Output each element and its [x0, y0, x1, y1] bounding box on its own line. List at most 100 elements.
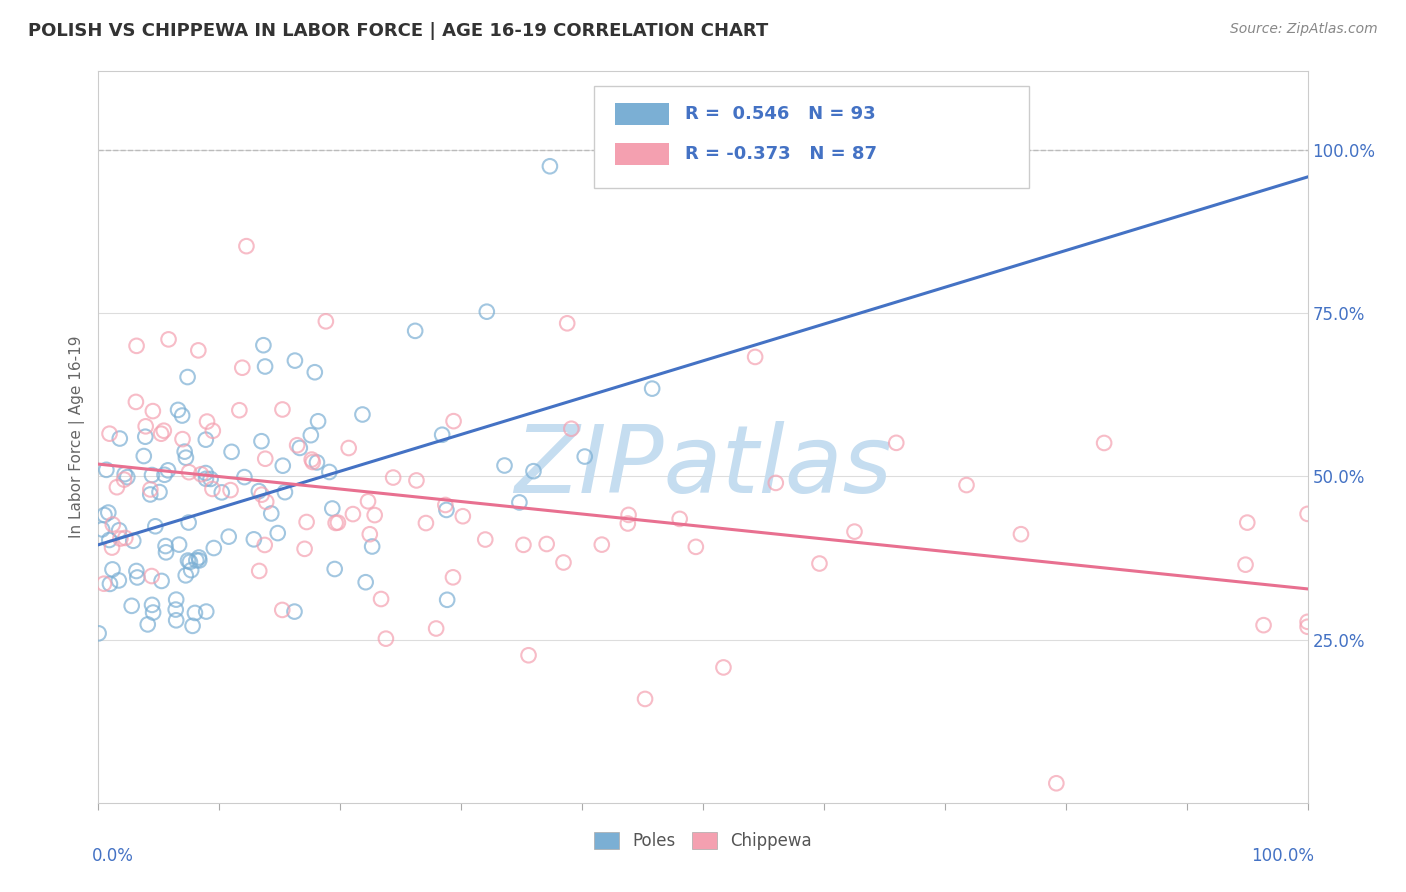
Point [274, 485, 297, 500]
Point [357, 494, 380, 508]
Text: ZIPatlas: ZIPatlas [515, 421, 891, 512]
Point [98, 577, 121, 591]
Point [253, 538, 276, 552]
Point [188, 550, 211, 565]
Point [321, 501, 343, 516]
FancyBboxPatch shape [595, 86, 1029, 188]
Point [98, 426, 121, 441]
Point [200, 472, 222, 486]
FancyBboxPatch shape [614, 103, 669, 125]
Point [211, 485, 233, 500]
Point [536, 537, 558, 551]
Point [136, 617, 159, 632]
Point [522, 464, 544, 478]
Point [125, 395, 148, 409]
Point [370, 592, 392, 607]
Point [141, 468, 163, 483]
Point [91, 523, 114, 537]
Point [538, 159, 561, 173]
Point [101, 541, 124, 555]
Point [194, 466, 217, 480]
Point [1092, 436, 1115, 450]
Point [188, 553, 211, 567]
Point [165, 602, 187, 616]
Point [301, 452, 323, 467]
Point [252, 338, 274, 352]
Point [134, 430, 156, 444]
Point [325, 516, 347, 530]
Point [173, 444, 195, 458]
Point [97, 506, 120, 520]
Point [141, 569, 163, 583]
Point [139, 483, 162, 497]
Y-axis label: In Labor Force | Age 16-19: In Labor Force | Age 16-19 [69, 335, 86, 539]
Point [96, 463, 118, 477]
Point [125, 339, 148, 353]
Point [231, 360, 253, 375]
Text: POLISH VS CHIPPEWA IN LABOR FORCE | AGE 16-19 CORRELATION CHART: POLISH VS CHIPPEWA IN LABOR FORCE | AGE … [28, 22, 768, 40]
Point [361, 540, 384, 554]
Point [179, 555, 201, 569]
Point [105, 480, 128, 494]
Point [142, 606, 165, 620]
Point [1296, 615, 1319, 629]
Point [685, 540, 707, 554]
Point [254, 451, 277, 466]
Point [512, 538, 534, 552]
Point [180, 563, 202, 577]
Point [157, 332, 180, 346]
Point [150, 574, 173, 588]
Point [352, 408, 374, 422]
Point [143, 519, 166, 533]
Point [165, 613, 187, 627]
Point [127, 570, 149, 584]
Point [955, 478, 977, 492]
Point [117, 470, 139, 484]
Point [474, 533, 496, 547]
Point [114, 467, 136, 482]
Point [304, 365, 326, 379]
Point [228, 403, 250, 417]
Point [641, 382, 664, 396]
Point [617, 516, 640, 531]
Point [713, 660, 735, 674]
Point [294, 541, 316, 556]
Point [1296, 620, 1319, 634]
Point [451, 509, 474, 524]
Point [184, 606, 207, 620]
Point [174, 568, 197, 582]
Point [141, 598, 163, 612]
Point [337, 441, 360, 455]
Point [441, 570, 464, 584]
Point [112, 473, 135, 487]
Point [844, 524, 866, 539]
Point [1236, 516, 1258, 530]
Point [125, 564, 148, 578]
Point [430, 427, 453, 442]
Point [560, 422, 582, 436]
Point [219, 483, 242, 497]
Point [1234, 558, 1257, 572]
Point [1296, 507, 1319, 521]
Point [108, 523, 131, 537]
Point [195, 415, 218, 429]
Point [98, 533, 121, 547]
Point [475, 304, 498, 318]
Point [165, 592, 187, 607]
Point [176, 370, 198, 384]
Point [315, 314, 337, 328]
Text: R = -0.373   N = 87: R = -0.373 N = 87 [685, 145, 877, 163]
Point [884, 435, 907, 450]
Point [247, 484, 270, 499]
Point [132, 449, 155, 463]
Point [744, 350, 766, 364]
Point [271, 603, 294, 617]
Point [305, 455, 328, 469]
Point [415, 516, 437, 530]
Point [101, 562, 124, 576]
Point [574, 450, 596, 464]
Point [591, 538, 613, 552]
Point [374, 632, 396, 646]
Point [153, 424, 176, 438]
Point [271, 458, 294, 473]
